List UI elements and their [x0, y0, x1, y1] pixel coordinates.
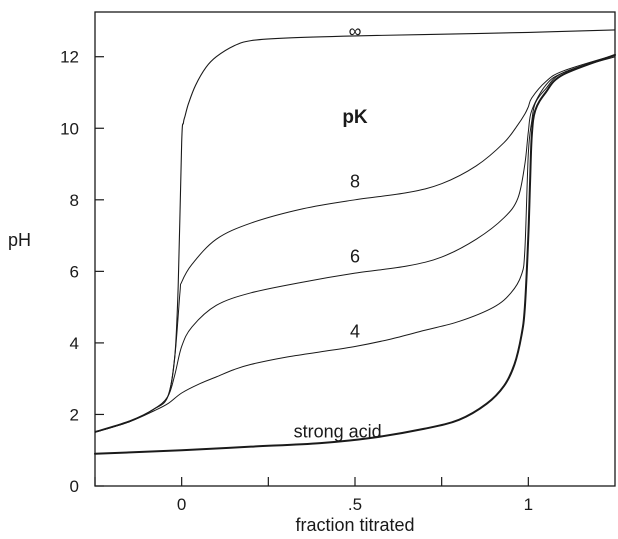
- pk-heading-label: pK: [342, 107, 368, 128]
- series-line-4: [94, 56, 616, 433]
- annotation-layer: pK ∞ 8 6 4 strong acid: [294, 21, 382, 442]
- y-tick-label: 4: [70, 334, 79, 353]
- x-tick-label: .5: [348, 495, 362, 514]
- series-line-6: [94, 54, 616, 433]
- y-axis-label: pH: [8, 230, 31, 250]
- curve-label: 6: [350, 246, 360, 266]
- x-tick-label: 0: [177, 495, 186, 514]
- curve-label: 4: [350, 322, 360, 342]
- x-tick-label: 1: [524, 495, 533, 514]
- curve-label: 8: [350, 171, 360, 191]
- x-axis-label: fraction titrated: [295, 515, 414, 535]
- y-tick-label: 2: [70, 405, 79, 424]
- series-line-8: [94, 54, 616, 433]
- curve-label: ∞: [349, 21, 362, 41]
- series-line-strong-acid: [94, 53, 616, 455]
- y-tick-label: 12: [60, 48, 79, 67]
- y-tick-label: 6: [70, 262, 79, 281]
- curve-label: strong acid: [294, 422, 382, 442]
- y-tick-label: 10: [60, 119, 79, 138]
- axes: 0 2 4 6 8 10 12 0 .5 1: [60, 11, 616, 514]
- y-tick-label: 0: [70, 477, 79, 496]
- series-layer: [94, 29, 616, 455]
- y-tick-label: 8: [70, 191, 79, 210]
